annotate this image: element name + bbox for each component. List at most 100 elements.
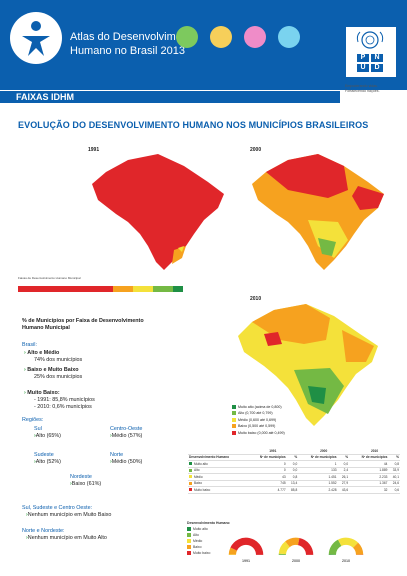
- gauge-legend-title: Desenvolvimento Humano: [187, 521, 230, 525]
- table-cell-value: 1.367: [349, 480, 389, 487]
- table-cell-value: 2.428: [298, 486, 338, 494]
- norte-value-text: Médio (50%): [111, 459, 143, 465]
- un-emblem-icon: [352, 30, 388, 50]
- legend-swatch: [232, 405, 236, 410]
- table-cell-value: 0,8: [286, 473, 299, 481]
- table-cell-faixa: Médio: [188, 473, 248, 481]
- table-cell-value: 43,6: [337, 486, 350, 494]
- gauge-segment: [230, 537, 264, 556]
- table-col-n: Nº de municípios: [247, 454, 287, 461]
- mb-2010: - 2010: 0,6% municípios: [34, 404, 92, 410]
- legend-swatch: [232, 430, 236, 435]
- ssco-value: ›Nenhum município em Muito Baixo: [26, 512, 112, 518]
- map-year-2010: 2010: [250, 296, 262, 302]
- pnud-letter-d: D: [371, 64, 383, 72]
- legend-label: Baixo (0,500 até 0,599): [238, 424, 276, 429]
- table-cell-value: 27,9: [337, 480, 350, 487]
- row-swatch: [189, 475, 192, 479]
- table-cell-value: 2.233: [349, 473, 389, 481]
- map-legend-item: Médio (0,600 até 0,699): [232, 417, 285, 423]
- table-cell-value: 133: [298, 467, 338, 474]
- table-col-pct: %: [286, 454, 299, 461]
- table-cell-value: 85,8: [286, 486, 299, 494]
- table-row: Muito baixo 4.777 85,8 2.428 43,6 32 0,6: [188, 486, 400, 494]
- muito-baixo-line: › Muito Baixo:: [24, 390, 60, 396]
- se-value-text: Alto (52%): [35, 459, 61, 465]
- legend-label: Baixo: [193, 545, 202, 549]
- table-col-pct: %: [337, 454, 350, 461]
- table-cell-value: 4.777: [247, 486, 287, 494]
- table-header-blank: [188, 448, 248, 455]
- sudeste-label: Sudeste: [34, 452, 54, 458]
- nn-value-text: Nenhum município em Muito Alto: [27, 535, 107, 541]
- ssco-label: Sul, Sudeste e Centro Oeste:: [22, 505, 93, 511]
- legend-label: Muito alto: [193, 527, 208, 531]
- legend-caption: Faixas de Desenvolvimento Humano Municip…: [18, 276, 81, 280]
- table-cell-value: 745: [247, 480, 287, 487]
- table-row: Muito alto 0 0,0 1 0,0 44 0,8: [188, 460, 400, 468]
- legend-label: Muito baixo (0,000 até 0,499): [238, 430, 285, 435]
- table-cell-value: 32: [349, 486, 389, 494]
- table-cell-value: 0,6: [388, 486, 400, 494]
- gauge-segment: [328, 539, 342, 556]
- regioes-label: Regiões:: [22, 417, 44, 423]
- section-band: [0, 91, 340, 103]
- legend-label: Alto: [193, 533, 199, 537]
- legend-label: Muito baixo: [193, 551, 211, 555]
- table-cell-value: 1.552: [298, 480, 338, 487]
- person-icon: [10, 12, 62, 64]
- table-cell-value: 0,0: [286, 460, 299, 468]
- legend-swatch: [187, 539, 191, 544]
- dot-yellow: [210, 26, 232, 48]
- dot-green: [176, 26, 198, 48]
- scale-segment-alto: [153, 286, 173, 292]
- pnud-letters: P N U D: [357, 54, 383, 72]
- muito-baixo-label: Muito Baixo:: [27, 390, 60, 396]
- row-swatch: [189, 468, 192, 472]
- map-year-2000: 2000: [250, 147, 262, 153]
- ne-value: ›Baixo (61%): [70, 481, 102, 487]
- nn-label: Norte e Nordeste:: [22, 528, 65, 534]
- gauge-year-label: 2010: [342, 559, 350, 563]
- table-cell-value: 40,1: [388, 473, 400, 481]
- header-banner: [0, 0, 407, 90]
- table-cell-value: 0,0: [286, 467, 299, 474]
- gauge-1991: 1991: [228, 537, 264, 563]
- baixo-line: › Baixo e Muito Baixo: [24, 367, 79, 373]
- table-col-n: Nº de municípios: [298, 454, 338, 461]
- alto-medio-label: Alto e Médio: [27, 350, 60, 356]
- table-row: Médio 43 0,8 1.451 26,1 2.233 40,1: [188, 473, 400, 481]
- legend-label: Médio: [193, 539, 203, 543]
- map-legend: Muito alto (acima de 0,800) Alto (0,700 …: [232, 404, 285, 436]
- norte-value: ›Médio (50%): [110, 459, 143, 465]
- atlas-title-line1: Atlas do Desenvolvimento: [70, 31, 198, 43]
- centro-oeste-label: Centro-Oeste: [110, 426, 143, 432]
- gauge-legend-item: Muito alto: [187, 526, 230, 532]
- brazil-map-2010: [238, 304, 378, 426]
- map-legend-item: Baixo (0,500 até 0,599): [232, 423, 285, 429]
- undp-tagline: Empoderando vidas. Fortalecendo nações.: [345, 84, 407, 93]
- scale-segment-baixo: [113, 286, 133, 292]
- gauge-segment: [278, 541, 291, 555]
- legend-swatch: [232, 417, 236, 422]
- row-swatch: [189, 481, 192, 485]
- legend-label: Alto (0,700 até 0,799): [238, 411, 273, 416]
- scale-segment-muito-alto: [173, 286, 183, 292]
- table-cell-faixa: Muito alto: [188, 460, 248, 468]
- table-row: Alto 0 0,0 133 2,4 1.889 33,9: [188, 467, 400, 474]
- table-cell-value: 1: [298, 460, 338, 468]
- gauge-2000: 2000: [278, 537, 314, 563]
- tagline-line1: Empoderando vidas.: [345, 84, 378, 88]
- pnud-letter-u: U: [357, 64, 369, 72]
- table-cell-value: 1.889: [349, 467, 389, 474]
- info-heading-line1: % de Municípios por Faixa de Desenvolvim…: [22, 318, 144, 324]
- table-cell-faixa: Muito baixo: [188, 486, 248, 494]
- gauge-legend-item: Alto: [187, 532, 230, 538]
- legend-swatch: [232, 411, 236, 416]
- norte-label: Norte: [110, 452, 124, 458]
- nordeste-label: Nordeste: [70, 474, 92, 480]
- table-year-2000: 2000: [298, 448, 350, 455]
- scale-segment-muito-baixo: [18, 286, 113, 292]
- gauge-legend: Desenvolvimento Humano Muito alto Alto M…: [187, 520, 230, 556]
- gauge-legend-item: Muito baixo: [187, 550, 230, 556]
